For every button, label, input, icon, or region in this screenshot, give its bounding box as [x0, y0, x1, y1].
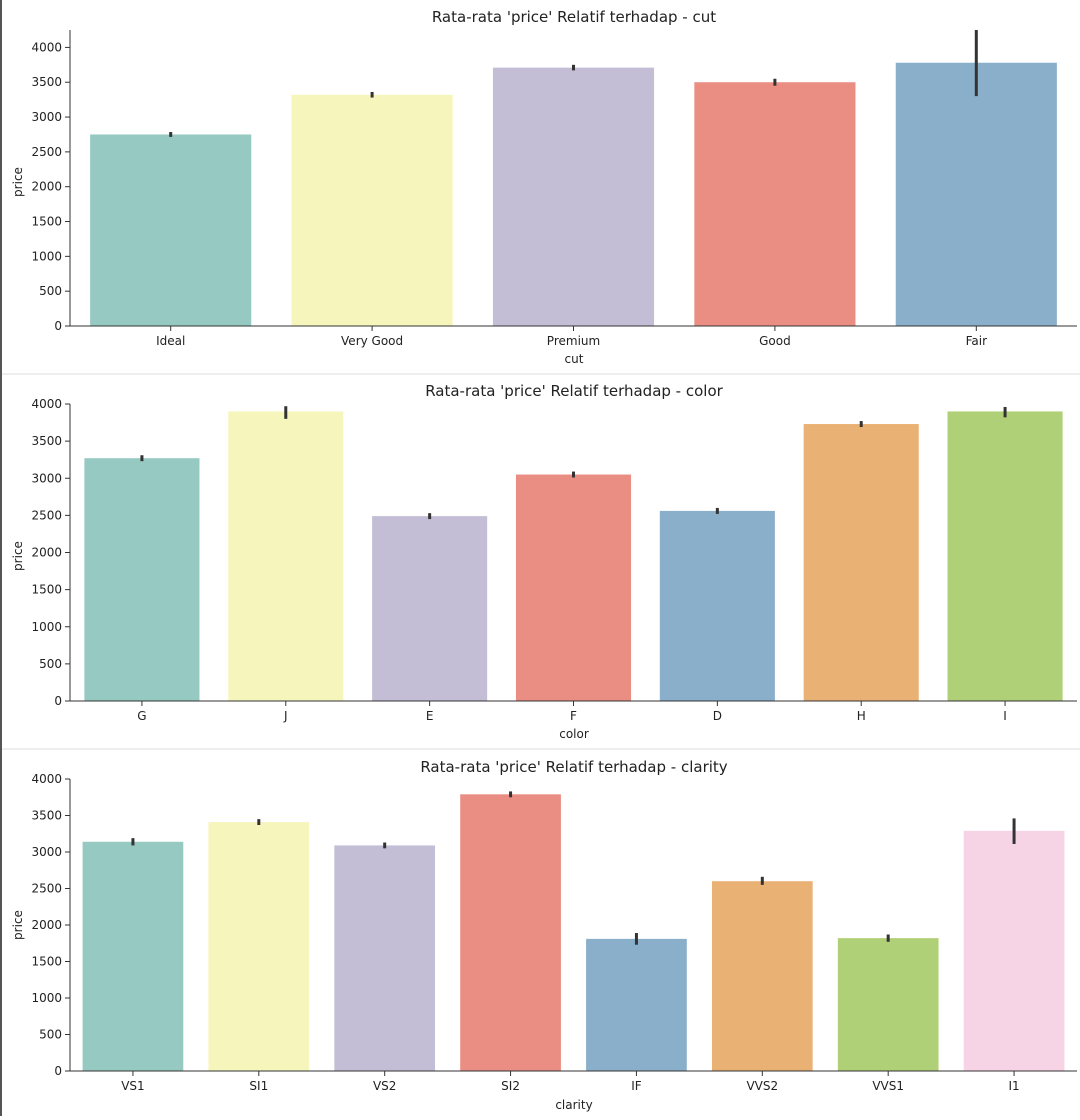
y-tick-label: 3500	[31, 809, 62, 823]
x-tick-label: VVS2	[746, 1079, 778, 1093]
bar-premium	[492, 67, 655, 327]
bar-j	[228, 411, 344, 701]
x-tick-label: F	[570, 709, 577, 723]
bar-f	[515, 474, 632, 701]
y-tick-label: 1500	[31, 215, 62, 229]
y-tick-label: 1500	[31, 583, 62, 597]
panel-divider	[2, 748, 1080, 750]
x-tick-label: D	[713, 709, 722, 723]
bar-good	[694, 82, 856, 326]
bar-vvs1	[837, 938, 939, 1071]
x-axis-label: color	[559, 727, 589, 741]
panel-divider	[2, 373, 1080, 375]
x-tick-label: Fair	[966, 334, 987, 348]
bar-fair	[895, 62, 1057, 326]
y-tick-label: 1000	[31, 991, 62, 1005]
x-tick-label: IF	[631, 1079, 642, 1093]
bar-e	[372, 516, 488, 701]
x-axis-label: clarity	[555, 1098, 592, 1112]
bar-d	[659, 510, 775, 701]
y-tick-label: 2000	[31, 546, 62, 560]
x-tick-label: H	[857, 709, 866, 723]
bar-very-good	[291, 94, 453, 327]
y-tick-label: 3500	[31, 434, 62, 448]
x-tick-label: VS1	[121, 1079, 144, 1093]
y-axis-label: price	[11, 167, 25, 197]
chart-panel-color: Rata-rata 'price' Relatif terhadap - col…	[2, 375, 1080, 747]
y-tick-label: 2500	[31, 508, 62, 522]
y-tick-label: 4000	[31, 772, 62, 786]
y-tick-label: 4000	[31, 40, 62, 54]
bar-chart-cut: Rata-rata 'price' Relatif terhadap - cut…	[11, 8, 1077, 366]
chart-panel-cut: Rata-rata 'price' Relatif terhadap - cut…	[2, 0, 1080, 372]
y-tick-label: 1500	[31, 955, 62, 969]
bar-vvs2	[711, 881, 813, 1071]
y-tick-label: 500	[39, 657, 62, 671]
bar-if	[586, 938, 687, 1071]
y-tick-label: 2000	[31, 180, 62, 194]
x-tick-label: I1	[1008, 1079, 1019, 1093]
chart-title: Rata-rata 'price' Relatif terhadap - cla…	[420, 758, 727, 776]
bar-vs2	[334, 845, 436, 1071]
y-tick-label: 2000	[31, 918, 62, 932]
y-tick-label: 2500	[31, 882, 62, 896]
bar-g	[84, 458, 200, 701]
y-axis-label: price	[11, 541, 25, 571]
y-tick-label: 1000	[31, 620, 62, 634]
bar-ideal	[90, 134, 252, 326]
y-axis-label: price	[11, 910, 25, 940]
x-axis-label: cut	[565, 352, 584, 366]
bar-chart-clarity: Rata-rata 'price' Relatif terhadap - cla…	[11, 758, 1077, 1112]
x-tick-label: J	[283, 709, 288, 723]
y-tick-label: 3000	[31, 110, 62, 124]
bar-si1	[208, 822, 310, 1071]
bar-vs1	[82, 841, 184, 1071]
x-tick-label: SI2	[501, 1079, 520, 1093]
bar-i1	[963, 830, 1065, 1071]
y-tick-label: 0	[54, 694, 62, 708]
y-tick-label: 500	[39, 284, 62, 298]
bar-chart-color: Rata-rata 'price' Relatif terhadap - col…	[11, 382, 1077, 741]
chart-panel-clarity: Rata-rata 'price' Relatif terhadap - cla…	[2, 750, 1080, 1116]
y-tick-label: 3000	[31, 845, 62, 859]
x-tick-label: Premium	[547, 334, 600, 348]
bar-i	[947, 411, 1063, 701]
chart-title: Rata-rata 'price' Relatif terhadap - cut	[432, 8, 716, 26]
y-tick-label: 0	[54, 1064, 62, 1078]
x-tick-label: Ideal	[156, 334, 185, 348]
x-tick-label: I	[1003, 709, 1007, 723]
chart-title: Rata-rata 'price' Relatif terhadap - col…	[425, 382, 723, 400]
bar-h	[803, 424, 919, 701]
y-tick-label: 500	[39, 1028, 62, 1042]
y-tick-label: 4000	[31, 397, 62, 411]
y-tick-label: 2500	[31, 145, 62, 159]
y-tick-label: 3500	[31, 75, 62, 89]
y-tick-label: 1000	[31, 249, 62, 263]
y-tick-label: 0	[54, 319, 62, 333]
y-tick-label: 3000	[31, 471, 62, 485]
x-tick-label: E	[426, 709, 434, 723]
x-tick-label: Very Good	[341, 334, 403, 348]
x-tick-label: VS2	[373, 1079, 396, 1093]
x-tick-label: SI1	[249, 1079, 268, 1093]
x-tick-label: VVS1	[872, 1079, 904, 1093]
x-tick-label: G	[137, 709, 146, 723]
bar-si2	[460, 794, 561, 1071]
x-tick-label: Good	[759, 334, 791, 348]
